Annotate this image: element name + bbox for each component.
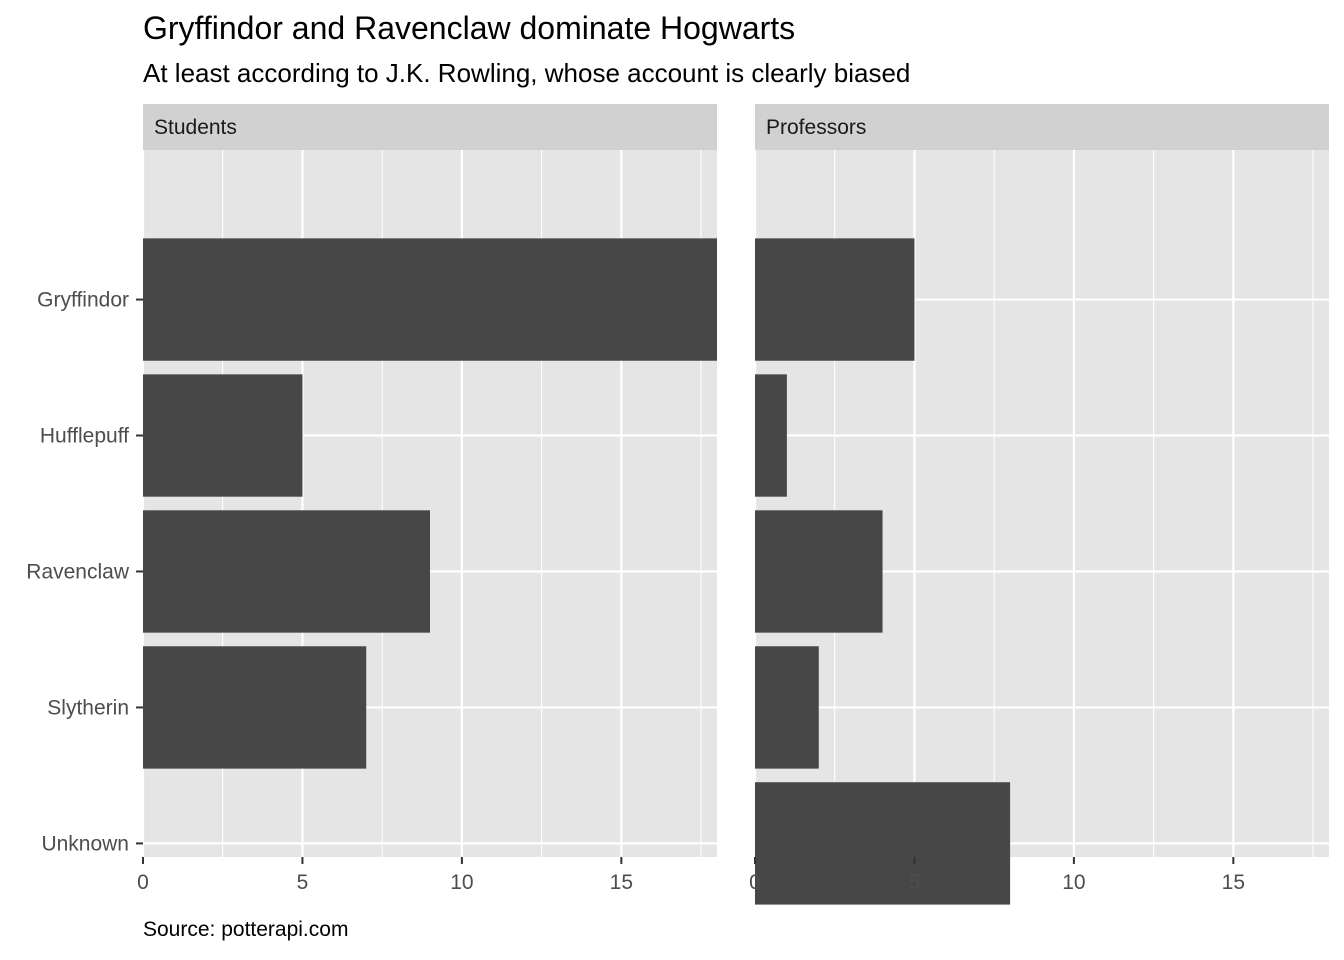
facet-strip [755, 104, 1329, 150]
x-tick-label: 5 [297, 871, 309, 894]
chart-title: Gryffindor and Ravenclaw dominate Hogwar… [143, 10, 796, 46]
x-tick-label: 0 [749, 871, 761, 894]
bar-ravenclaw [755, 510, 883, 633]
x-tick-label: 15 [610, 871, 633, 894]
bar-gryffindor [143, 238, 717, 361]
y-tick-label: Gryffindor [37, 289, 129, 312]
bar-hufflepuff [143, 374, 303, 497]
y-tick-label: Unknown [41, 832, 129, 855]
bar-hufflepuff [755, 374, 787, 497]
y-tick-label: Hufflepuff [40, 425, 129, 448]
x-tick-label: 5 [909, 871, 921, 894]
y-tick-label: Slytherin [47, 696, 129, 719]
facet-strip-label: Students [154, 116, 237, 139]
bar-ravenclaw [143, 510, 430, 633]
x-tick-label: 10 [450, 871, 473, 894]
facet-strip-label: Professors [766, 116, 866, 139]
x-tick-label: 10 [1062, 871, 1085, 894]
chart-subtitle: At least according to J.K. Rowling, whos… [143, 58, 911, 88]
y-tick-label: Ravenclaw [26, 560, 130, 583]
bar-slytherin [143, 646, 367, 769]
x-tick-label: 15 [1222, 871, 1245, 894]
bar-gryffindor [755, 238, 915, 361]
x-tick-label: 0 [137, 871, 149, 894]
bar-slytherin [755, 646, 819, 769]
chart-caption: Source: potterapi.com [143, 918, 349, 941]
bar-unknown [755, 782, 1011, 905]
facet-strip [143, 104, 717, 150]
